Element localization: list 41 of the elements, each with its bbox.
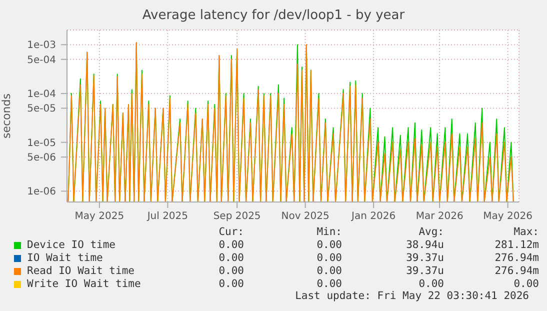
x-tick-label: Sep 2025 [213,211,261,222]
text: 0.00 [218,252,244,264]
text: Max: [512,226,539,238]
text: 0.00 [418,278,444,290]
y-axis-title: seconds [0,93,13,138]
text: 0.00 [218,265,244,277]
text: Last update: Fri May 22 03:30:41 2026 [294,290,529,302]
legend-label: IO Wait time [26,252,104,264]
legend-label: Write IO Wait time [26,278,142,290]
x-tick-label: May 2025 [74,211,124,222]
x-tick-label: Jul 2025 [146,211,188,222]
legend-label: Device IO time [26,239,117,251]
chart-title: Average latency for /dev/loop1 - by year [141,8,406,23]
y-tick-label: 5e-05 [27,104,56,115]
text: 39.37u [405,252,444,264]
x-tick-label: Jan 2026 [350,211,396,222]
y-tick-label: 1e-03 [27,40,56,52]
x-tick-label: May 2026 [483,211,532,222]
text: 0.00 [316,278,342,290]
text: 0.00 [316,239,342,251]
y-tick-label: 5e-06 [27,152,56,164]
y-tick-label: 1e-04 [27,89,56,100]
legend-label: Read IO Wait time [26,265,136,277]
text: 0.00 [316,265,342,277]
y-tick-label: 1e-05 [27,138,56,149]
text: 0.00 [218,239,244,251]
text: 39.37u [405,265,444,277]
x-tick-label: Mar 2026 [416,211,464,222]
text: 0.00 [218,278,244,290]
x-tick-label: Nov 2025 [281,211,330,222]
y-tick-label: 5e-04 [27,54,56,66]
text: 276.94m [494,252,539,264]
text: 0.00 [316,252,342,264]
text: 281.12m [494,239,539,251]
text: Min: [316,226,342,238]
text: Avg: [418,226,444,238]
text: 38.94u [405,239,444,251]
y-tick-label: 1e-06 [27,186,56,198]
text: Cur: [218,226,244,238]
text: 0.00 [512,278,539,290]
text: 276.94m [494,265,539,277]
